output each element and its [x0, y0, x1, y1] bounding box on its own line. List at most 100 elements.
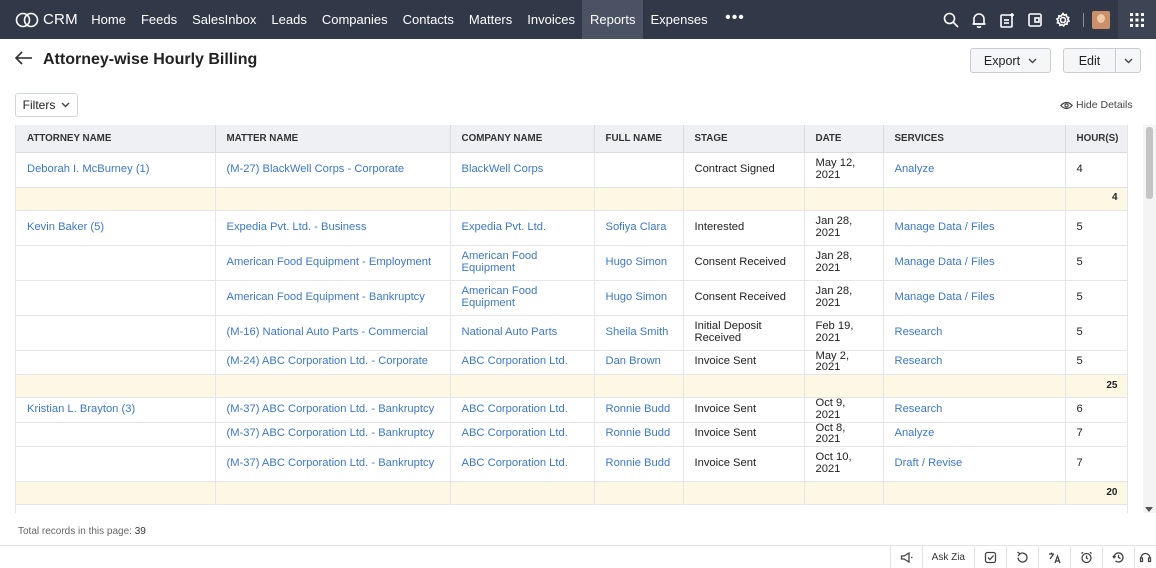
table-cell[interactable]: ABC Corporation Ltd. — [450, 350, 595, 375]
announcement-icon[interactable] — [889, 546, 922, 568]
nav-tab-expenses[interactable]: Expenses — [650, 12, 708, 27]
subtotal-cell — [450, 481, 595, 505]
table-cell[interactable]: American Food Equipment — [450, 280, 595, 316]
table-cell[interactable]: Expedia Pvt. Ltd. — [450, 210, 595, 246]
nav-tabs: Home Feeds SalesInbox Leads Companies Contact… — [84, 0, 715, 39]
table-cell[interactable]: Manage Data / Files — [883, 210, 1066, 246]
table-cell[interactable]: Kristian L. Brayton (3) — [16, 397, 216, 423]
more-tabs-icon[interactable]: ••• — [725, 8, 745, 26]
table-cell: 5 — [1065, 350, 1127, 375]
edit-options-button[interactable] — [1115, 48, 1141, 73]
subtotal-cell — [450, 374, 595, 398]
nav-tab-invoices[interactable]: Invoices — [527, 12, 575, 27]
crm-logo[interactable]: CRM — [15, 11, 78, 28]
nav-tab-salesinbox[interactable]: SalesInbox — [192, 12, 257, 27]
history-icon[interactable] — [1102, 546, 1134, 568]
column-header[interactable]: COMPANY NAME — [450, 125, 595, 153]
create-record-icon[interactable] — [993, 0, 1021, 39]
table-cell[interactable]: Expedia Pvt. Ltd. - Business — [215, 210, 451, 246]
nav-tab-reports[interactable]: Reports — [582, 0, 643, 39]
table-cell[interactable]: Research — [883, 315, 1066, 351]
subtotal-cell — [883, 187, 1066, 211]
subtotal-cell — [804, 481, 884, 505]
column-header[interactable]: SERVICES — [883, 125, 1066, 153]
table-cell[interactable]: Analyze — [883, 152, 1066, 188]
table-cell[interactable]: Dan Brown — [594, 350, 684, 375]
table-cell — [16, 350, 216, 375]
scrollbar-thumb[interactable] — [1146, 127, 1153, 199]
table-cell[interactable]: Analyze — [883, 422, 1066, 447]
table-row: (M-37) ABC Corporation Ltd. - Bankruptcy… — [16, 446, 1127, 482]
table-cell[interactable]: Ronnie Budd — [594, 446, 684, 482]
gear-icon[interactable] — [1049, 0, 1077, 39]
table-cell[interactable]: Hugo Simon — [594, 245, 684, 281]
table-cell[interactable]: (M-37) ABC Corporation Ltd. - Bankruptcy — [215, 422, 451, 447]
hide-details-toggle[interactable]: Hide Details — [1060, 99, 1133, 111]
alarm-clock-icon[interactable] — [1070, 546, 1102, 568]
table-cell[interactable]: National Auto Parts — [450, 315, 595, 351]
nav-tab-leads[interactable]: Leads — [271, 12, 307, 27]
table-cell[interactable]: BlackWell Corps — [450, 152, 595, 188]
translate-icon[interactable] — [1038, 546, 1070, 568]
calendar-icon[interactable] — [1021, 0, 1049, 39]
table-cell[interactable]: Ronnie Budd — [594, 422, 684, 447]
table-cell[interactable]: Hugo Simon — [594, 280, 684, 316]
table-cell[interactable]: American Food Equipment — [450, 245, 595, 281]
table-cell[interactable]: ABC Corporation Ltd. — [450, 397, 595, 423]
table-cell[interactable]: (M-27) BlackWell Corps - Corporate — [215, 152, 451, 188]
table-cell[interactable]: Manage Data / Files — [883, 245, 1066, 281]
hide-details-label: Hide Details — [1076, 99, 1133, 111]
column-header[interactable]: ATTORNEY NAME — [16, 125, 216, 153]
table-cell: 4 — [1065, 152, 1127, 188]
nav-tab-feeds[interactable]: Feeds — [140, 12, 178, 27]
bell-icon[interactable] — [965, 0, 993, 39]
table-cell[interactable]: American Food Equipment - Employment — [215, 245, 451, 281]
table-cell[interactable]: Draft / Revise — [883, 446, 1066, 482]
table-cell[interactable]: Kevin Baker (5) — [16, 210, 216, 246]
scroll-down-arrow-icon[interactable] — [1145, 507, 1153, 512]
table-cell[interactable]: Manage Data / Files — [883, 280, 1066, 316]
table-cell[interactable]: Research — [883, 397, 1066, 423]
table-cell[interactable]: (M-37) ABC Corporation Ltd. - Bankruptcy — [215, 397, 451, 423]
eye-icon — [1060, 101, 1073, 109]
user-avatar[interactable] — [1092, 10, 1110, 29]
table-cell[interactable]: Sofiya Clara — [594, 210, 684, 246]
table-cell: May 12, 2021 — [804, 152, 884, 188]
column-header[interactable]: MATTER NAME — [215, 125, 451, 153]
ask-zia-button[interactable]: Ask Zia — [921, 546, 974, 568]
export-button[interactable]: Export — [970, 48, 1051, 73]
app-grid-icon[interactable] — [1118, 0, 1156, 39]
nav-tab-contacts[interactable]: Contacts — [402, 12, 454, 27]
column-header[interactable]: STAGE — [683, 125, 805, 153]
support-icon[interactable] — [1134, 546, 1156, 568]
table-row: (M-37) ABC Corporation Ltd. - Bankruptcy… — [16, 422, 1127, 447]
column-header[interactable]: DATE — [804, 125, 884, 153]
vertical-scrollbar[interactable] — [1143, 125, 1156, 513]
table-cell[interactable]: ABC Corporation Ltd. — [450, 446, 595, 482]
subtotal-cell — [804, 187, 884, 211]
table-cell[interactable]: (M-37) ABC Corporation Ltd. - Bankruptcy — [215, 446, 451, 482]
nav-tab-matters[interactable]: Matters — [468, 12, 513, 27]
column-header[interactable]: FULL NAME — [594, 125, 684, 153]
table-cell: 5 — [1065, 210, 1127, 246]
back-arrow-icon[interactable] — [14, 50, 34, 66]
table-cell[interactable]: (M-16) National Auto Parts - Commercial — [215, 315, 451, 351]
table-cell: 5 — [1065, 280, 1127, 316]
table-row: Kevin Baker (5) Expedia Pvt. Ltd. - Busin… — [16, 210, 1127, 246]
edit-button[interactable]: Edit — [1063, 48, 1116, 73]
table-cell[interactable]: Deborah I. McBurney (1) — [16, 152, 216, 188]
nav-tab-companies[interactable]: Companies — [321, 12, 388, 27]
table-cell[interactable]: Sheila Smith — [594, 315, 684, 351]
chat-icon[interactable] — [974, 546, 1006, 568]
subtotal-row: 25 — [16, 374, 1127, 398]
table-cell[interactable]: ABC Corporation Ltd. — [450, 422, 595, 447]
search-icon[interactable] — [937, 0, 965, 39]
column-header[interactable]: HOUR(S) — [1065, 125, 1127, 153]
table-cell[interactable]: Ronnie Budd — [594, 397, 684, 423]
table-cell[interactable]: (M-24) ABC Corporation Ltd. - Corporate — [215, 350, 451, 375]
table-cell[interactable]: American Food Equipment - Bankruptcy — [215, 280, 451, 316]
table-cell[interactable]: Research — [883, 350, 1066, 375]
nav-tab-home[interactable]: Home — [91, 12, 126, 27]
refresh-icon[interactable] — [1006, 546, 1038, 568]
filters-button[interactable]: Filters — [15, 93, 78, 117]
